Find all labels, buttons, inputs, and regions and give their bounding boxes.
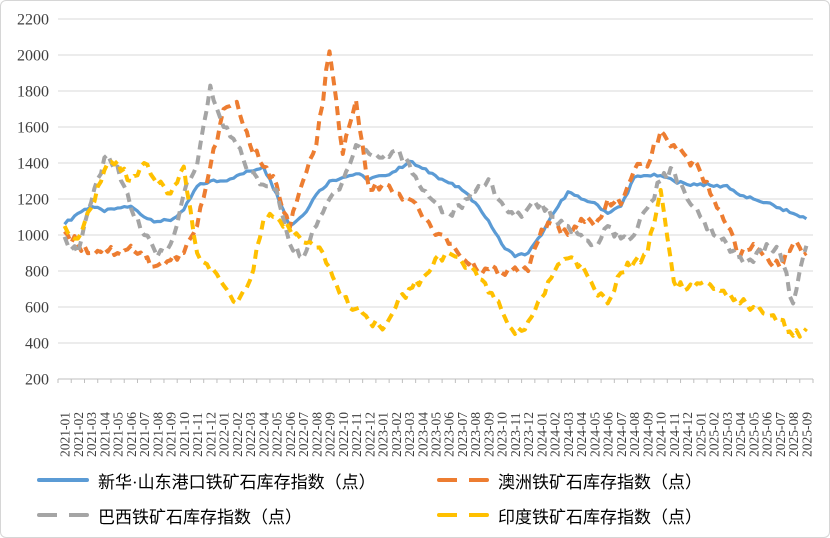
y-axis-tick-label: 1600 [17, 120, 49, 137]
x-axis-tick-label: 2022-07 [296, 412, 311, 457]
series-line-3 [62, 159, 808, 339]
x-axis-tick-label: 2024-07 [614, 412, 629, 457]
legend-solid-line-icon [37, 478, 89, 482]
y-axis-tick-label: 1000 [17, 228, 49, 245]
chart-plot-area: 200 400 600 800 1000 1200 1400 1600 1800 2000 2200… [17, 12, 815, 458]
legend-dashed-line-icon [37, 513, 89, 517]
legend-label: 新华·山东港口铁矿石库存指数（点） [98, 472, 376, 492]
series-line-0 [63, 159, 808, 259]
x-axis-tick-label: 2021-07 [137, 412, 152, 457]
x-axis-tick-label: 2023-08 [468, 412, 483, 457]
x-axis-tick-label: 2024-01 [534, 412, 549, 457]
legend-dashed-line-icon [437, 513, 489, 517]
y-axis-tick-label: 1800 [17, 84, 49, 101]
legend-item-india-index: 印度铁矿石库存指数（点） [437, 502, 817, 528]
x-axis-tick-label: 2024-02 [548, 412, 563, 457]
legend-label: 巴西铁矿石库存指数（点） [98, 507, 302, 527]
series-line-1 [63, 49, 808, 278]
y-axis-tick-label: 600 [25, 300, 49, 317]
x-axis-tick-label: 2022-04 [256, 412, 271, 457]
x-axis-tick-label: 2021-10 [177, 412, 192, 457]
x-axis-tick-label: 2025-01 [693, 412, 708, 457]
x-axis-tick-label: 2023-07 [455, 412, 470, 457]
x-axis-tick-label: 2021-02 [71, 412, 86, 457]
y-axis-tick-label: 2200 [17, 12, 49, 29]
x-axis-tick-label: 2025-03 [720, 412, 735, 457]
y-axis-labels: 200 400 600 800 1000 1200 1400 1600 1800 2000 2200 [17, 12, 49, 389]
series-line-2 [62, 83, 809, 306]
x-axis-tick-label: 2022-01 [217, 412, 232, 457]
legend-item-shandong-port-index: 新华·山东港口铁矿石库存指数（点） [37, 467, 437, 493]
x-axis-tick-label: 2021-03 [84, 412, 99, 457]
x-axis-tick-label: 2021-08 [150, 412, 165, 457]
x-axis-tick-label: 2024-03 [561, 412, 576, 457]
x-axis-tick-label: 2022-11 [349, 413, 364, 458]
x-axis-tick-label: 2025-08 [786, 412, 801, 457]
x-axis-tick-label: 2023-05 [429, 412, 444, 457]
y-axis-tick-label: 800 [25, 264, 49, 281]
x-axis-tick-label: 2024-04 [574, 412, 589, 457]
x-axis-tick-label: 2024-08 [627, 412, 642, 457]
x-axis [57, 378, 814, 383]
x-axis-tick-label: 2023-02 [389, 412, 404, 457]
x-axis-tick-label: 2022-10 [336, 412, 351, 457]
x-axis-tick-label: 2021-01 [58, 412, 73, 457]
x-axis-tick-label: 2024-05 [587, 412, 602, 457]
legend-item-australia-index: 澳洲铁矿石库存指数（点） [437, 467, 817, 493]
legend-dashed-line-icon [437, 478, 489, 482]
x-axis-tick-label: 2025-02 [707, 412, 722, 457]
x-axis-tick-label: 2021-11 [190, 413, 205, 458]
x-axis-tick-label: 2022-02 [230, 412, 245, 457]
gridlines [58, 18, 813, 344]
x-axis-tick-label: 2022-08 [309, 412, 324, 457]
x-axis-tick-label: 2024-10 [654, 412, 669, 457]
x-axis-tick-label: 2024-11 [667, 413, 682, 458]
x-axis-tick-label: 2021-12 [203, 412, 218, 457]
x-axis-tick-label: 2023-04 [415, 412, 430, 457]
x-axis-tick-label: 2025-07 [773, 412, 788, 457]
x-axis-tick-label: 2021-09 [164, 412, 179, 457]
x-axis-tick-label: 2022-05 [270, 412, 285, 457]
legend-item-brazil-index: 巴西铁矿石库存指数（点） [37, 502, 437, 528]
x-axis-tick-label: 2024-09 [640, 412, 655, 457]
x-axis-tick-label: 2024-06 [601, 412, 616, 457]
x-axis-tick-label: 2022-03 [243, 412, 258, 457]
legend-label: 澳洲铁矿石库存指数（点） [498, 472, 702, 492]
x-axis-tick-label: 2023-03 [402, 412, 417, 457]
y-axis-tick-label: 2000 [17, 48, 49, 65]
chart-legend: 新华·山东港口铁矿石库存指数（点） 澳洲铁矿石库存指数（点） 巴西铁矿石库存指数… [37, 467, 817, 528]
x-axis-tick-label: 2021-05 [111, 412, 126, 457]
x-axis-tick-label: 2025-04 [733, 412, 748, 457]
x-axis-tick-label: 2023-10 [495, 412, 510, 457]
x-axis-tick-label: 2023-12 [521, 412, 536, 457]
y-axis-tick-label: 1200 [17, 192, 49, 209]
x-axis-tick-label: 2022-06 [283, 412, 298, 457]
x-axis-tick-label: 2023-06 [442, 412, 457, 457]
x-axis-tick-label: 2025-05 [746, 412, 761, 457]
x-axis-tick-label: 2024-12 [680, 412, 695, 457]
series-lines [62, 49, 809, 339]
y-axis-tick-label: 1400 [17, 156, 49, 173]
y-axis-tick-label: 200 [25, 372, 49, 389]
x-axis-tick-label: 2021-04 [97, 412, 112, 457]
x-axis-tick-label: 2023-09 [481, 412, 496, 457]
x-axis-tick-label: 2022-09 [323, 412, 338, 457]
x-axis-tick-label: 2021-06 [124, 412, 139, 457]
x-axis-tick-label: 2023-11 [508, 413, 523, 458]
x-axis-tick-label: 2025-09 [799, 412, 814, 457]
x-axis-labels: 2021-012021-022021-032021-042021-052021-… [58, 412, 815, 457]
legend-label: 印度铁矿石库存指数（点） [498, 507, 702, 527]
x-axis-tick-label: 2023-01 [376, 412, 391, 457]
x-axis-tick-label: 2022-12 [362, 412, 377, 457]
x-axis-tick-label: 2025-06 [760, 412, 775, 457]
y-axis-tick-label: 400 [25, 336, 49, 353]
